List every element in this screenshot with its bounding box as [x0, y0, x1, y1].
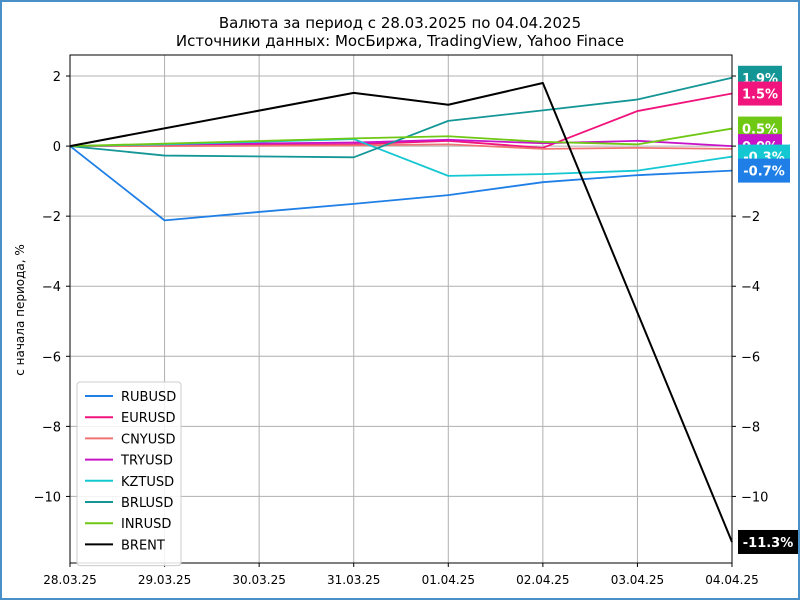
x-tick-label: 04.04.25 [705, 573, 758, 587]
y-tick-label-right: −8 [741, 420, 760, 435]
y-tick-label-left: −2 [42, 210, 61, 225]
legend: RUBUSD EURUSD CNYUSD TRYUSD KZTUSD BRLUSD INRU… [76, 381, 182, 567]
end-label-eurusd: 1.5% [738, 81, 782, 106]
chart-subtitle: Источники данных: МосБиржа, TradingView,… [176, 32, 624, 50]
series-lines [69, 76, 733, 543]
legend-box [76, 381, 182, 567]
x-tick-label: 31.03.25 [327, 573, 380, 587]
y-tick-label-right: −4 [741, 280, 760, 295]
y-tick-label-left: −6 [42, 350, 61, 365]
x-tick-label: 28.03.25 [43, 573, 96, 587]
y-axis-label: с начала периода, % [13, 244, 27, 376]
legend-label: TRYUSD [120, 454, 173, 469]
y-tick-label-left: 2 [53, 70, 61, 85]
y-tick-label-right: −10 [741, 490, 768, 505]
series-line-rubusd [69, 145, 733, 222]
y-tick-label-left: −10 [34, 490, 61, 505]
x-tick-label: 29.03.25 [138, 573, 191, 587]
series-line-cnyusd [70, 143, 733, 150]
end-label-rubusd: -0.7% [738, 158, 790, 183]
end-label-box [738, 529, 798, 554]
y-tick-label-left: −4 [42, 280, 61, 295]
end-value-labels: 1.9%1.5%0.5%0.0%-0.3%-0.7%-11.3% [738, 65, 798, 554]
y-tick-label-left: −8 [42, 420, 61, 435]
end-label-brent: -11.3% [738, 529, 798, 554]
plot-area-border [69, 54, 733, 564]
y-tick-label-right: −6 [741, 350, 760, 365]
series-line-inrusd [69, 127, 733, 147]
legend-label: BRLUSD [121, 496, 173, 511]
legend-label: INRUSD [121, 517, 171, 532]
y-tick-label-right: −2 [741, 210, 760, 225]
series-line-brlusd [69, 76, 733, 159]
end-label-box [738, 158, 790, 183]
legend-label: RUBUSD [121, 390, 176, 405]
legend-label: EURUSD [121, 411, 176, 426]
x-tick-label: 03.04.25 [611, 573, 664, 587]
end-label-text: -11.3% [743, 536, 794, 551]
end-label-text: 1.5% [742, 88, 778, 103]
y-tick-label-left: 0 [53, 140, 61, 155]
legend-label: CNYUSD [121, 432, 176, 447]
x-tick-label: 01.04.25 [422, 573, 475, 587]
legend-label: BRENT [121, 538, 165, 553]
x-tick-label: 30.03.25 [232, 573, 285, 587]
legend-label: KZTUSD [121, 475, 174, 490]
chart-title: Валюта за период с 28.03.2025 по 04.04.2… [219, 14, 581, 32]
series-line-brent [69, 82, 733, 543]
x-tick-label: 02.04.25 [516, 573, 569, 587]
end-label-text: -0.7% [743, 165, 784, 180]
grid [69, 55, 733, 563]
end-label-text: 0.5% [742, 123, 778, 138]
end-label-box [738, 81, 782, 106]
